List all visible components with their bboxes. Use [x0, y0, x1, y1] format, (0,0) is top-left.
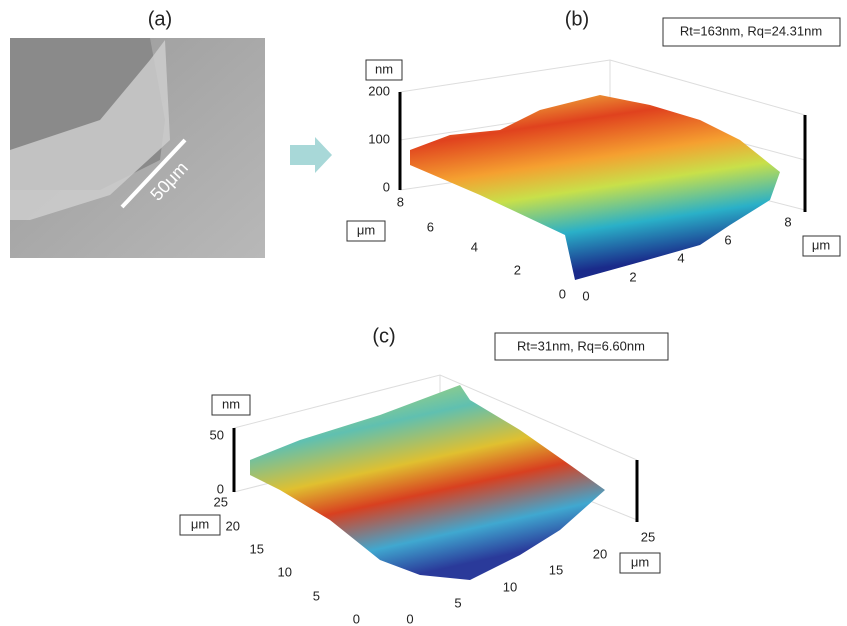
panel-label: (a)	[148, 8, 172, 30]
tick-label: 20	[593, 546, 607, 561]
unit-box	[365, 59, 403, 81]
tick-label: 2	[629, 269, 636, 284]
tick-label: 15	[250, 541, 264, 556]
tick-label: 50	[210, 427, 224, 442]
surface	[410, 95, 780, 280]
tick-label: 20	[226, 518, 240, 533]
ridge	[10, 40, 170, 220]
z-unit: nm	[375, 61, 393, 76]
unit-box	[802, 235, 841, 257]
tick-label: 6	[724, 232, 731, 247]
tick-label: 5	[313, 588, 320, 603]
x-unit: μm	[631, 554, 649, 569]
tick-label: 5	[454, 595, 461, 610]
unit-box	[346, 220, 386, 242]
stats: Rt=163nm, Rq=24.31nm	[680, 23, 822, 38]
tick-label: 0	[406, 611, 413, 626]
tick-label: 2	[514, 262, 521, 277]
stats: Rt=31nm, Rq=6.60nm	[517, 338, 645, 353]
surface	[250, 385, 605, 580]
tick-label: 6	[427, 219, 434, 234]
z-unit: nm	[222, 396, 240, 411]
tick-label: 0	[559, 286, 566, 301]
arrow	[290, 137, 332, 173]
tick-label: 0	[582, 288, 589, 303]
tick-label: 4	[471, 239, 478, 254]
tick-label: 200	[368, 83, 390, 98]
unit-box	[211, 394, 251, 416]
panel-label: (b)	[565, 8, 589, 30]
unit-box	[179, 514, 221, 536]
tick-label: 25	[641, 529, 655, 544]
x-unit: μm	[812, 237, 830, 252]
tick-label: 0	[353, 611, 360, 626]
tick-label: 10	[278, 564, 292, 579]
tick-label: 8	[784, 214, 791, 229]
y-unit: μm	[357, 222, 375, 237]
tick-label: 4	[677, 250, 684, 265]
tick-label: 25	[214, 494, 228, 509]
tick-label: 8	[397, 194, 404, 209]
tick-label: 0	[383, 179, 390, 194]
scale-bar	[120, 138, 187, 209]
stats-box	[494, 332, 669, 361]
stats-box	[662, 17, 841, 47]
tick-label: 15	[549, 562, 563, 577]
panel-label: (c)	[372, 325, 395, 347]
tick-label: 10	[503, 579, 517, 594]
y-unit: μm	[191, 516, 209, 531]
tick-label: 0	[217, 481, 224, 496]
unit-box	[619, 552, 661, 574]
tick-label: 100	[368, 131, 390, 146]
